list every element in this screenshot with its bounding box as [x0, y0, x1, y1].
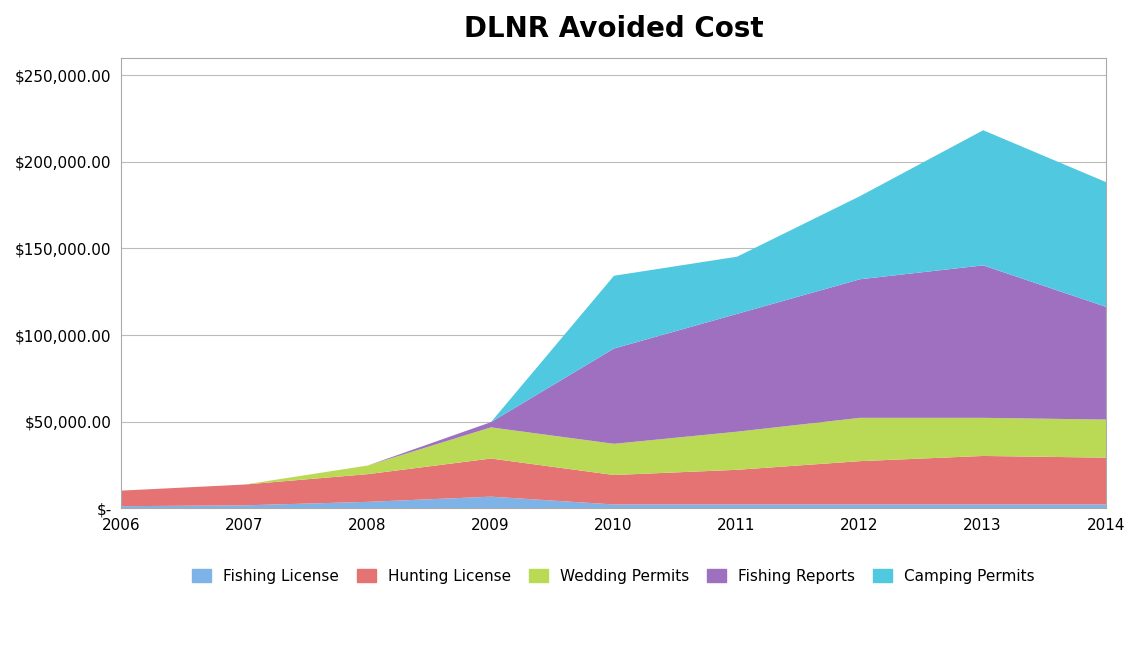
Legend: Fishing License, Hunting License, Wedding Permits, Fishing Reports, Camping Perm: Fishing License, Hunting License, Weddin…	[185, 561, 1042, 592]
Title: DLNR Avoided Cost: DLNR Avoided Cost	[464, 15, 764, 43]
